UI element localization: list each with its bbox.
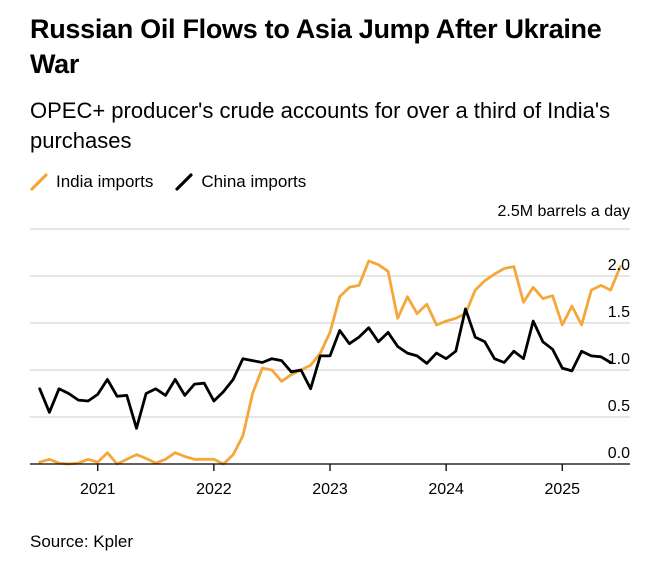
india-swatch-icon xyxy=(30,173,48,191)
y-tick-label: 1.5 xyxy=(608,304,630,321)
india-imports-line xyxy=(38,259,622,466)
x-tick-label: 2025 xyxy=(544,481,580,498)
legend-label-china: China imports xyxy=(201,172,307,191)
y-tick-label: 2.0 xyxy=(608,257,630,274)
y-tick-label: 0.0 xyxy=(608,445,630,462)
unit-label: 2.5M barrels a day xyxy=(497,203,630,220)
legend: India imports China imports xyxy=(30,170,328,194)
x-tick-label: 2021 xyxy=(80,481,116,498)
gridlines xyxy=(30,228,630,418)
x-tick-label: 2023 xyxy=(312,481,348,498)
x-axis: 2021 2022 2023 2024 2025 xyxy=(30,463,630,498)
y-axis-labels: 2.0 1.5 1.0 0.5 0.0 xyxy=(608,257,630,462)
y-tick-label: 1.0 xyxy=(608,351,630,368)
china-imports-line xyxy=(38,307,612,430)
chart-subtitle: OPEC+ producer's crude accounts for over… xyxy=(30,98,611,153)
source-note: Source: Kpler xyxy=(30,532,133,551)
chart-title: Russian Oil Flows to Asia Jump After Ukr… xyxy=(30,14,602,79)
series-lines xyxy=(38,259,622,466)
y-tick-label: 0.5 xyxy=(608,398,630,415)
legend-item-india: India imports xyxy=(30,172,153,192)
x-tick-label: 2022 xyxy=(196,481,232,498)
china-swatch-icon xyxy=(175,173,193,191)
legend-item-china: China imports xyxy=(175,172,306,192)
legend-label-india: India imports xyxy=(56,172,154,191)
x-tick-label: 2024 xyxy=(428,481,464,498)
